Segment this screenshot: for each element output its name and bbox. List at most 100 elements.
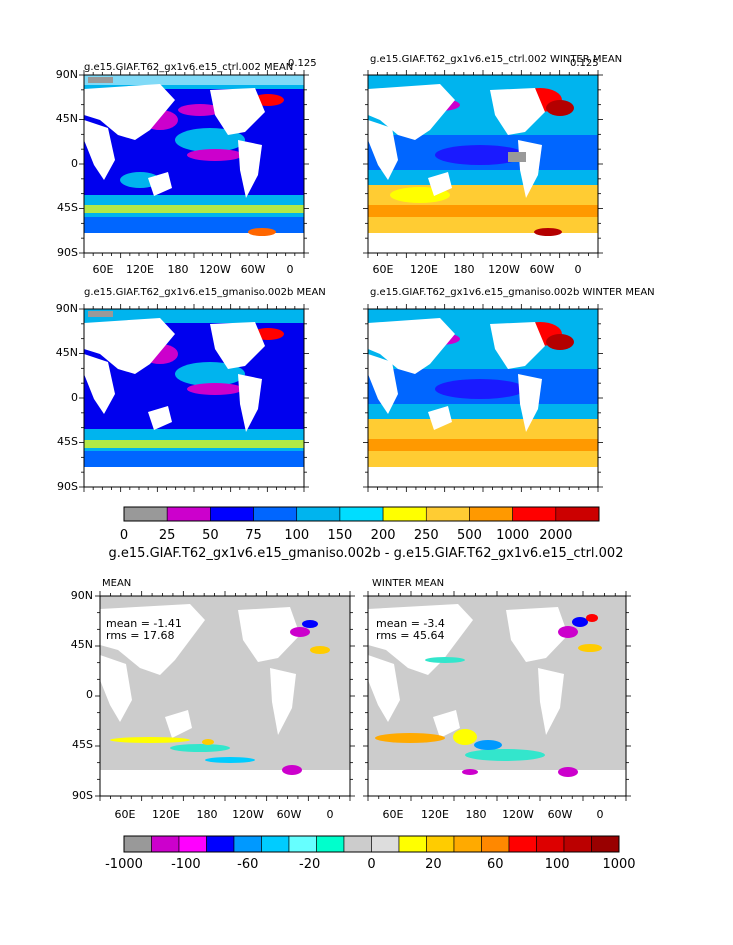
- panel-title: WINTER MEAN: [372, 578, 444, 589]
- x-tick-label: 0: [327, 808, 334, 821]
- colorbar-swatch: [512, 506, 557, 522]
- y-tick-label: 0: [71, 157, 78, 170]
- colorbar-tick-label: -1000: [105, 857, 143, 872]
- x-tick-label: 120E: [152, 808, 180, 821]
- colorbar-swatch: [123, 506, 168, 522]
- panel-ctrl-winter-mean: g.e15.GIAF.T62_gx1v6.e15_ctrl.002 WINTER…: [367, 54, 622, 276]
- colorbar-swatch: [469, 506, 513, 522]
- colorbar-swatch: [426, 835, 455, 853]
- x-tick-label: 0: [575, 263, 582, 276]
- panel-title: g.e15.GIAF.T62_gx1v6.e15_gmaniso.002b WI…: [370, 287, 655, 298]
- y-tick-label: 90N: [56, 68, 78, 81]
- colorbar-swatch: [425, 506, 470, 522]
- colorbar-swatch: [453, 835, 482, 853]
- axis-ticks: [363, 70, 603, 258]
- colorbar-tick-label: 1000: [496, 528, 529, 543]
- colorbar-levels: 0 25 50 75 100 150 200 250 500 1000 2000: [120, 506, 600, 543]
- colorbar-tick-label: 75: [245, 528, 262, 543]
- colorbar-tick-label: 150: [327, 528, 352, 543]
- axis-ticks: [95, 591, 355, 801]
- y-tick-label: 90S: [57, 246, 78, 259]
- colorbar-tick-label: 1000: [602, 857, 635, 872]
- panel-title: g.e15.GIAF.T62_gx1v6.e15_ctrl.002 MEAN: [84, 62, 293, 73]
- colorbar-swatch: [253, 506, 298, 522]
- x-tick-label: 120E: [421, 808, 449, 821]
- colorbar-tick-label: 500: [457, 528, 482, 543]
- panel-title: g.e15.GIAF.T62_gx1v6.e15_gmaniso.002b ME…: [84, 287, 326, 298]
- colorbar-tick-label: -60: [237, 857, 258, 872]
- colorbar-swatch: [555, 506, 600, 522]
- stat-rms: rms = 17.68: [106, 629, 174, 642]
- x-tick-label: 0: [287, 263, 294, 276]
- colorbar-swatch: [296, 506, 341, 522]
- colorbar-swatch: [382, 506, 427, 522]
- y-tick-label: 45N: [56, 346, 78, 359]
- colorbar-tick-label: -100: [171, 857, 201, 872]
- colorbar-swatch: [166, 506, 211, 522]
- axis-ticks: [363, 591, 631, 801]
- colorbar-tick-label: 25: [159, 528, 176, 543]
- x-tick-label: 60E: [115, 808, 136, 821]
- x-tick-label: 120W: [199, 263, 231, 276]
- colorbar-tick-label: 20: [425, 857, 442, 872]
- x-tick-label: 180: [168, 263, 189, 276]
- colorbar-diff: -1000 -100 -60 -20 0 20 60 100 1000: [105, 835, 636, 872]
- colorbar-tick-label: -20: [299, 857, 320, 872]
- x-tick-label: 120W: [488, 263, 520, 276]
- colorbar-tick-label: 250: [414, 528, 439, 543]
- x-tick-label: 60E: [373, 263, 394, 276]
- panel-gmaniso-winter-mean: g.e15.GIAF.T62_gx1v6.e15_gmaniso.002b WI…: [367, 287, 655, 488]
- stat-mean: mean = -1.41: [106, 617, 182, 630]
- panel-diff-winter-mean: WINTER MEAN mean = -3.4 rms = 45.64 60E …: [367, 578, 627, 821]
- colorbar-swatch: [151, 835, 180, 853]
- axis-ticks: [79, 304, 309, 492]
- y-tick-label: 90S: [72, 789, 93, 802]
- axis-ticks: [79, 70, 309, 258]
- panel-title: g.e15.GIAF.T62_gx1v6.e15_ctrl.002 WINTER…: [370, 54, 622, 65]
- colorbar-tick-label: 0: [120, 528, 128, 543]
- panel-gmaniso-mean: g.e15.GIAF.T62_gx1v6.e15_gmaniso.002b ME…: [56, 287, 326, 493]
- colorbar-swatch: [210, 506, 254, 522]
- y-tick-label: 45N: [71, 638, 93, 651]
- x-tick-label: 120E: [410, 263, 438, 276]
- colorbar-tick-label: 50: [202, 528, 219, 543]
- x-tick-label: 120W: [502, 808, 534, 821]
- difference-title: g.e15.GIAF.T62_gx1v6.e15_gmaniso.002b - …: [109, 546, 624, 561]
- x-tick-label: 60E: [93, 263, 114, 276]
- x-tick-label: 180: [466, 808, 487, 821]
- x-tick-label: 180: [197, 808, 218, 821]
- panel-units: 0.125: [570, 58, 599, 69]
- colorbar-swatch: [233, 835, 262, 853]
- colorbar-swatch: [339, 506, 384, 522]
- panel-units: 0.125: [288, 58, 317, 69]
- colorbar-swatch: [481, 835, 510, 853]
- colorbar-tick-label: 100: [545, 857, 570, 872]
- colorbar-tick-label: 2000: [539, 528, 572, 543]
- colorbar-swatch: [508, 835, 537, 853]
- y-tick-label: 0: [71, 391, 78, 404]
- colorbar-swatch: [563, 835, 592, 853]
- colorbar-swatch: [371, 835, 400, 853]
- colorbar-swatch: [316, 835, 345, 853]
- panel-diff-mean: MEAN mean = -1.41 rms = 17.68 90N 45N 0 …: [71, 578, 351, 821]
- colorbar-swatch: [178, 835, 207, 853]
- colorbar-tick-label: 60: [487, 857, 504, 872]
- colorbar-swatch: [536, 835, 565, 853]
- stat-rms: rms = 45.64: [376, 629, 444, 642]
- y-tick-label: 45S: [57, 201, 78, 214]
- colorbar-tick-label: 200: [371, 528, 396, 543]
- colorbar-swatch: [343, 835, 372, 853]
- colorbar-tick-label: 100: [284, 528, 309, 543]
- y-tick-label: 45S: [57, 435, 78, 448]
- colorbar-swatch: [288, 835, 317, 853]
- y-tick-label: 90N: [71, 589, 93, 602]
- colorbar-swatch: [261, 835, 290, 853]
- y-tick-label: 90N: [56, 302, 78, 315]
- y-tick-label: 45S: [72, 738, 93, 751]
- x-tick-label: 120W: [232, 808, 264, 821]
- colorbar-swatch: [398, 835, 427, 853]
- y-tick-label: 0: [86, 688, 93, 701]
- axis-ticks: [363, 304, 603, 492]
- y-tick-label: 45N: [56, 112, 78, 125]
